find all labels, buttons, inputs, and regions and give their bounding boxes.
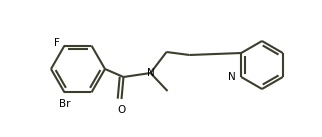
Text: N: N [147,68,154,78]
Text: F: F [54,38,60,48]
Text: O: O [118,105,126,115]
Text: N: N [229,72,236,82]
Text: Br: Br [59,99,70,109]
